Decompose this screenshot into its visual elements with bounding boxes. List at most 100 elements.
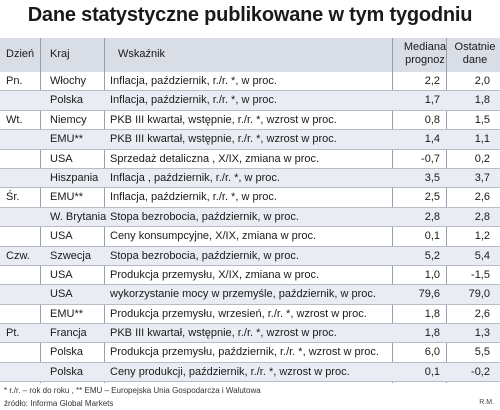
cell-indicator: Stopa bezrobocia, październik, w proc. [110,210,299,223]
cell-last: 3,7 [474,171,490,184]
header-median-line2: prognoz [405,54,445,66]
cell-median: 1,4 [424,133,440,146]
cell-indicator: PKB III kwartał, wstępnie, r./r. *, wzro… [110,113,337,126]
cell-last: 1,8 [474,94,490,107]
header-last: Ostatnie dane [450,41,500,67]
cell-median: 5,2 [424,249,440,262]
cell-indicator: wykorzystanie mocy w przemyśle, paździer… [110,288,376,301]
cell-median: 2,5 [424,191,440,204]
header-median: Mediana prognoz [398,41,452,67]
cell-last: 79,0 [468,288,490,301]
author-initials: R.M. [479,399,494,406]
cell-indicator: Stopa bezrobocia, październik, w proc. [110,249,299,262]
cell-country: EMU** [50,191,84,204]
header-indicator: Wskaźnik [118,48,166,60]
cell-country: Polska [50,94,84,107]
cell-last: 1,3 [474,327,490,340]
cell-median: -0,7 [421,152,440,165]
table-row: Wt. Niemcy PKB III kwartał, wstępnie, r./r… [0,111,500,131]
cell-country: Szwecja [50,249,91,262]
cell-last: -1,5 [471,268,490,281]
table-body: Pn. Włochy Inflacja, październik, r./r. *,… [0,72,500,383]
table-row: Polska Ceny produkcji, październik, r./r.… [0,362,500,383]
cell-day: Czw. [6,249,30,262]
cell-last: 2,6 [474,307,490,320]
cell-last: 5,4 [474,249,490,262]
page-title: Dane statystyczne publikowane w tym tygo… [27,4,473,26]
cell-country: EMU** [50,307,84,320]
cell-day: Pt. [6,327,20,340]
cell-median: 0,8 [424,113,440,126]
cell-median: 2,8 [424,210,440,223]
cell-median: 1,0 [424,268,440,281]
table-row: USA Sprzedaż detaliczna , X/IX, zmiana w … [0,150,500,169]
cell-median: 2,2 [424,75,440,87]
cell-day: Śr. [6,191,20,204]
cell-median: 0,1 [424,230,440,243]
header-country: Kraj [50,48,70,60]
table-row: Śr. EMU** Inflacja, październik, r./r. *, … [0,188,500,208]
cell-last: 2,6 [474,191,490,204]
cell-country: EMU** [50,133,84,146]
table-row: W. Brytania Stopa bezrobocia, październik… [0,207,500,228]
source-note: źródło: Informa Global Markets [4,399,114,408]
cell-country: Polska [50,365,84,378]
cell-indicator: Produkcja przemysłu, X/IX, zmiana w proc… [110,268,320,281]
cell-indicator: Produkcja przemysłu, wrzesień, r./r. *, … [110,307,367,320]
cell-indicator: Produkcja przemysłu, październik, r./r. … [110,346,379,359]
footnote: * r./r. – rok do roku , ** EMU – Europej… [4,386,261,395]
cell-median: 79,6 [418,288,440,301]
cell-median: 3,5 [424,171,440,184]
cell-indicator: Inflacja , październik, r./r. *, w proc. [110,171,280,184]
cell-country: USA [50,268,73,281]
cell-median: 1,7 [424,94,440,107]
cell-country: Hiszpania [50,171,99,184]
table-row: USA Ceny konsumpcyjne, X/IX, zmiana w pro… [0,227,500,247]
cell-country: W. Brytania [50,210,107,223]
table-row: EMU** Produkcja przemysłu, wrzesień, r./r… [0,305,500,325]
header-last-line2: dane [462,54,488,66]
cell-indicator: PKB III kwartał, wstępnie, r./r. *, wzro… [110,133,337,146]
cell-last: 2,0 [474,75,490,87]
table-row: Polska Inflacja, październik, r./r. *, w … [0,91,500,111]
header-day: Dzień [6,48,35,60]
cell-median: 6,0 [424,346,440,359]
cell-country: Niemcy [50,113,87,126]
cell-country: USA [50,230,73,243]
cell-country: Włochy [50,75,87,87]
cell-last: 5,5 [474,346,490,359]
header-last-line1: Ostatnie [454,41,496,53]
cell-median: 1,8 [424,307,440,320]
cell-last: 2,8 [474,210,490,223]
table-row: EMU** PKB III kwartał, wstępnie, r./r. *,… [0,130,500,150]
cell-country: USA [50,152,73,165]
cell-last: -0,2 [471,365,490,378]
cell-indicator: Sprzedaż detaliczna , X/IX, zmiana w pro… [110,152,320,165]
table-row: Pt. Francja PKB III kwartał, wstępnie, r./… [0,324,500,344]
cell-indicator: Inflacja, październik, r./r. *, w proc. [110,191,277,204]
cell-day: Wt. [6,113,23,126]
cell-indicator: Ceny produkcji, październik, r./r. *, wz… [110,365,350,378]
table-row: Pn. Włochy Inflacja, październik, r./r. *,… [0,72,500,92]
cell-last: 0,2 [474,152,490,165]
cell-indicator: PKB III kwartał, wstępnie, r./r. *, wzro… [110,327,337,340]
table-header: Dzień Kraj Wskaźnik Mediana prognoz Osta… [0,38,500,72]
cell-day: Pn. [6,75,23,87]
table-row: Hiszpania Inflacja , październik, r./r. *… [0,168,500,189]
table-row: Czw. Szwecja Stopa bezrobocia, październik… [0,246,500,266]
table-row: USA Produkcja przemysłu, X/IX, zmiana w p… [0,266,500,286]
cell-last: 1,1 [474,133,490,146]
table-row: USA wykorzystanie mocy w przemyśle, paźdz… [0,285,500,305]
cell-country: Polska [50,346,84,359]
cell-last: 1,5 [474,113,490,126]
cell-last: 1,2 [474,230,490,243]
table-row: Polska Produkcja przemysłu, październik, … [0,343,500,363]
cell-indicator: Inflacja, październik, r./r. *, w proc. [110,94,277,107]
header-median-line1: Mediana [403,41,447,53]
cell-country: Francja [50,327,87,340]
cell-country: USA [50,288,73,301]
cell-median: 0,1 [424,365,440,378]
cell-indicator: Inflacja, październik, r./r. *, w proc. [110,75,277,87]
cell-indicator: Ceny konsumpcyjne, X/IX, zmiana w proc. [110,230,317,243]
